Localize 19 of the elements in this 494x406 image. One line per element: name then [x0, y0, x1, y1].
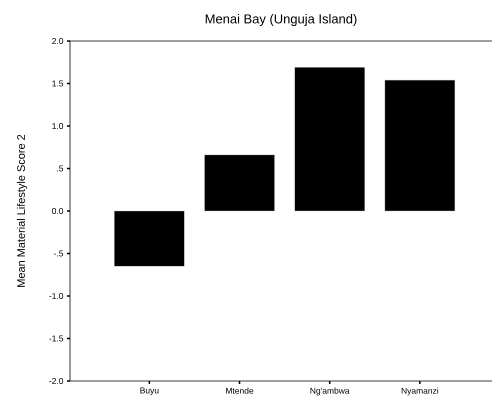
y-tick-label: -2.0: [49, 378, 64, 384]
y-tick-label: 1.0: [52, 123, 64, 129]
x-tick-label: Nyamanzi: [402, 388, 438, 396]
y-tick-label: 0.0: [52, 208, 64, 214]
bar: [294, 67, 365, 212]
x-tick-label: Buyu: [140, 388, 158, 396]
y-axis-title: Mean Material Lifestyle Score 2: [16, 134, 28, 287]
bar: [384, 80, 456, 212]
y-tick-label: -1.5: [49, 336, 64, 342]
bar: [204, 154, 275, 212]
x-tick-label: Mtende: [226, 388, 254, 394]
y-tick-label: 2.0: [52, 38, 64, 44]
y-tick-label: .5: [57, 166, 64, 172]
y-tick-label: -.5: [54, 250, 64, 256]
chart-title: Menai Bay (Unguja Island): [206, 14, 356, 26]
y-tick-label: 1.5: [52, 80, 64, 86]
x-tick-label: Ng'ambwa: [310, 388, 350, 396]
bar: [114, 210, 185, 266]
y-tick-label: -1.0: [49, 293, 64, 299]
